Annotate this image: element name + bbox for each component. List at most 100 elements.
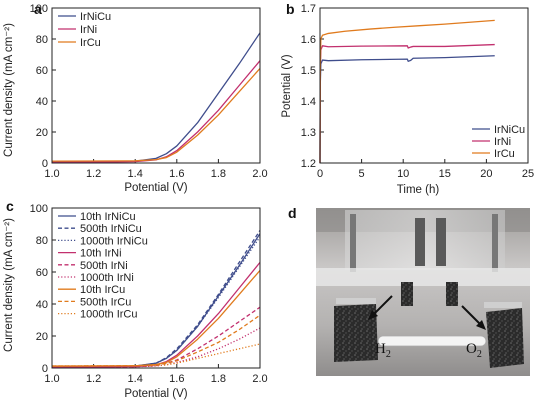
photo-electrode-left <box>334 304 378 362</box>
panel-a-ytick-label: 20 <box>36 127 48 139</box>
panel-c-xtick-label: 1.8 <box>211 373 226 385</box>
panel-c-xtick-label: 1.2 <box>86 373 101 385</box>
panel-c-ytick-label: 80 <box>36 235 48 247</box>
photo-clip-right <box>484 302 522 308</box>
panel-c-ticks: 1.0 1.2 1.4 1.6 1.8 2.0 0 20 40 60 80 100 <box>30 203 268 385</box>
panel-c-ytick-label: 40 <box>36 299 48 311</box>
photo-rod-right <box>436 218 446 266</box>
panel-a-xlabel: Potential (V) <box>124 182 187 194</box>
panel-c-xtick-label: 2.0 <box>252 373 267 385</box>
panel-c-xtick-label: 1.4 <box>128 373 143 385</box>
panel-c: c Current density (mA cm⁻²) Potential (V… <box>3 198 268 400</box>
panel-d: d H2 O2 <box>288 205 530 376</box>
panel-c-label: c <box>6 198 14 214</box>
photo-clip-electrode-left <box>401 282 413 306</box>
panel-b-label: b <box>286 1 295 17</box>
panel-b: b Potential (V) Time (h) 0 5 10 15 20 25 1.2 1.… <box>281 1 534 196</box>
panel-c-ytick-label: 20 <box>36 331 48 343</box>
panel-c-legend-label: 500th IrNi <box>80 260 128 272</box>
panel-b-series-line <box>319 55 495 164</box>
panel-d-label: d <box>288 205 297 221</box>
panel-b-legend-label: IrNi <box>494 136 511 148</box>
panel-a-xtick-label: 1.2 <box>86 168 101 180</box>
panel-b-ytick-label: 1.6 <box>301 34 316 46</box>
panel-c-legend-label: 500th IrCu <box>80 296 131 308</box>
panel-c-xtick-label: 1.6 <box>169 373 184 385</box>
panel-b-lines <box>319 19 495 164</box>
panel-c-legend-label: 1000th IrNiCu <box>80 235 148 247</box>
panel-c-frame <box>51 207 261 369</box>
panel-b-ytick-label: 1.4 <box>301 96 316 108</box>
panel-a-xtick-label: 1.0 <box>44 168 59 180</box>
photo-o2-label: O2 <box>466 341 482 360</box>
panel-a-ticks: 1.0 1.2 1.4 1.6 1.8 2.0 0 20 40 60 80 100 <box>30 3 268 180</box>
panel-a-ytick-label: 100 <box>30 3 48 15</box>
panel-b-series-line <box>319 19 495 164</box>
photo-tube <box>377 335 487 347</box>
panel-c-xlabel: Potential (V) <box>124 388 187 400</box>
panel-a-xtick-label: 2.0 <box>252 168 267 180</box>
panel-c-ytick-label: 100 <box>30 203 48 215</box>
panel-a: a Current density (mA cm⁻²) Potential (V… <box>3 1 268 194</box>
panel-c-legend-label: 1000th IrCu <box>80 309 137 321</box>
panel-a-label: a <box>34 1 42 17</box>
panel-b-xlabel: Time (h) <box>397 184 440 196</box>
panel-b-ytick-label: 1.3 <box>301 127 316 139</box>
panel-b-ytick-label: 1.2 <box>301 158 316 170</box>
panel-b-series-line <box>319 43 495 164</box>
panel-b-xtick-label: 0 <box>317 168 323 180</box>
panel-a-xtick-label: 1.6 <box>169 168 184 180</box>
panel-b-ylabel: Potential (V) <box>281 54 293 117</box>
panel-b-legend-label: IrNiCu <box>494 124 525 136</box>
photo-post-right <box>492 214 498 272</box>
panel-a-ylabel: Current density (mA cm⁻²) <box>3 23 15 157</box>
panel-a-legend-label: IrCu <box>80 37 101 49</box>
panel-c-legend-label: 10th IrNi <box>80 248 122 260</box>
photo-rod-left <box>415 218 425 266</box>
panel-b-xtick-label: 10 <box>397 168 409 180</box>
photo-clip-electrode-right <box>446 282 458 306</box>
panel-a-series-line <box>51 68 261 162</box>
photo-arrowhead-h2 <box>368 310 378 320</box>
panel-b-xtick-label: 15 <box>439 168 451 180</box>
panel-c-legend-label: 500th IrNiCu <box>80 223 142 235</box>
panel-b-frame <box>319 7 529 164</box>
photo-post-left <box>350 214 356 272</box>
panel-a-xtick-label: 1.8 <box>211 168 226 180</box>
panel-a-legend-label: IrNi <box>80 24 97 36</box>
panel-a-frame <box>51 7 261 164</box>
photo-clip-left <box>336 298 376 304</box>
photo-arrowhead-o2 <box>476 320 486 330</box>
panel-c-series-line <box>51 236 261 368</box>
panel-b-ticks: 0 5 10 15 20 25 1.2 1.3 1.4 1.5 1.6 1.7 <box>301 3 534 180</box>
photo-arrow-h2 <box>371 295 393 317</box>
panel-a-legend-label: IrNiCu <box>80 11 111 23</box>
panel-c-lines <box>51 230 261 368</box>
panel-a-ytick-label: 80 <box>36 34 48 46</box>
photo-reflection <box>316 268 530 286</box>
panel-a-ytick-label: 60 <box>36 65 48 77</box>
panel-b-ytick-label: 1.7 <box>301 3 316 15</box>
panel-a-series-line <box>51 60 261 163</box>
panel-c-legend-label: 10th IrCu <box>80 284 125 296</box>
panel-b-xtick-label: 5 <box>359 168 365 180</box>
panel-c-ytick-label: 60 <box>36 267 48 279</box>
panel-c-legend-label: 1000th IrNi <box>80 272 134 284</box>
panel-c-ylabel: Current density (mA cm⁻²) <box>3 218 15 352</box>
panel-b-xtick-label: 20 <box>480 168 492 180</box>
panel-c-ytick-label: 0 <box>42 363 48 375</box>
panel-c-series-line <box>51 327 261 368</box>
panel-a-ytick-label: 40 <box>36 96 48 108</box>
panel-b-xtick-label: 25 <box>522 168 534 180</box>
photo-arrow-o2 <box>461 305 483 327</box>
panel-c-series-line <box>51 314 261 367</box>
panel-a-ytick-label: 0 <box>42 158 48 170</box>
panel-b-ytick-label: 1.5 <box>301 65 316 77</box>
panel-b-legend-label: IrCu <box>494 148 515 160</box>
panel-c-xtick-label: 1.0 <box>44 373 59 385</box>
photo-h2-label: H2 <box>375 341 391 360</box>
